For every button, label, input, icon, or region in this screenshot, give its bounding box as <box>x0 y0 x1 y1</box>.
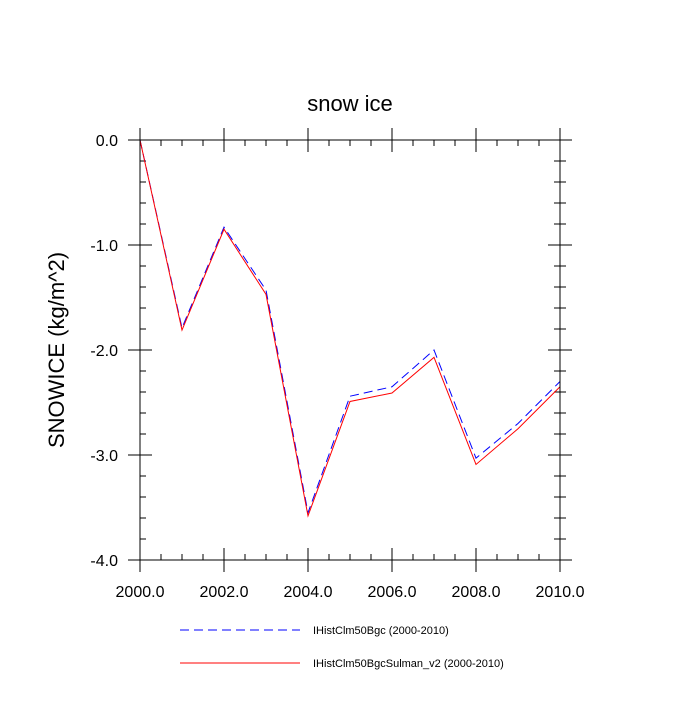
x-tick-label: 2000.0 <box>116 584 165 601</box>
y-axis-label: SNOWICE (kg/m^2) <box>44 252 69 448</box>
chart-title: snow ice <box>307 91 393 116</box>
legend-label-1: IHistClm50Bgc (2000-2010) <box>313 625 449 637</box>
y-tick-label: -1.0 <box>90 238 118 255</box>
series-line-2 <box>139 139 561 518</box>
x-tick-label: 2008.0 <box>452 584 501 601</box>
y-tick-label: -2.0 <box>90 343 118 360</box>
series-line-1 <box>139 139 561 515</box>
y-tick-label: -4.0 <box>90 553 118 570</box>
series-lines <box>139 139 561 518</box>
x-tick-label: 2006.0 <box>368 584 417 601</box>
legend-label-2: IHistClm50BgcSulman_v2 (2000-2010) <box>313 658 504 670</box>
axis-ticks: 2000.0 2002.0 2004.0 2006.0 2008.0 2010.0 0.0 -… <box>90 128 585 601</box>
y-tick-label: -3.0 <box>90 448 118 465</box>
y-tick-label: 0.0 <box>96 133 118 150</box>
plot-frame <box>139 139 561 561</box>
x-tick-label: 2004.0 <box>284 584 333 601</box>
x-tick-label: 2010.0 <box>536 584 585 601</box>
x-tick-label: 2002.0 <box>200 584 249 601</box>
legend: IHistClm50Bgc (2000-2010) IHistClm50BgcSu… <box>180 625 504 670</box>
